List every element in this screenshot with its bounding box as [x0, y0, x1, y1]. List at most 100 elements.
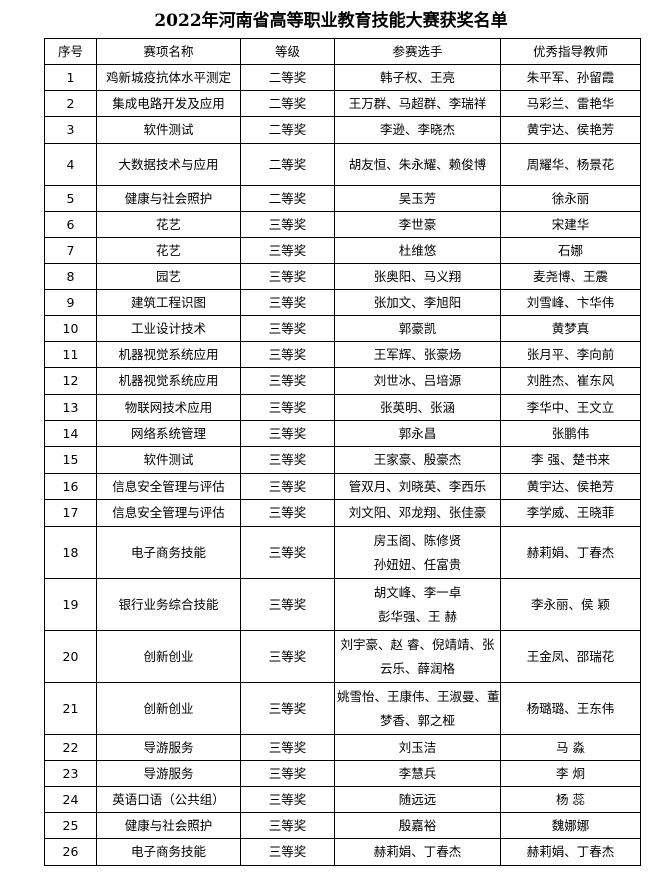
table-row-cell: 花艺: [96, 211, 241, 238]
table-row-cell: 姚雪怡、王康伟、王淑曼、董 梦香、郭之桠: [334, 682, 501, 735]
table-row-cell: 三等奖: [240, 786, 335, 813]
table-row-cell: 23: [44, 760, 97, 787]
table-row-cell: 三等奖: [240, 760, 335, 787]
table-row-cell: 李慧兵: [334, 760, 501, 787]
table-row-cell: 李永丽、侯 颖: [500, 578, 641, 631]
table-row-cell: 三等奖: [240, 578, 335, 631]
cell-line: 彭华强、王 赫: [378, 608, 457, 624]
table-row: 11 机器视觉系统应用 三等奖 王军辉、张豪炀 张月平、李向前: [44, 341, 641, 368]
table-row-cell: 7: [44, 237, 97, 264]
table-row-cell: 电子商务技能: [96, 526, 241, 579]
table-row-cell: 杨璐璐、王东伟: [500, 682, 641, 735]
header-row: 序号 赛项名称 等级 参赛选手 优秀指导教师: [44, 38, 641, 65]
table-row: 4 大数据技术与应用 二等奖 胡友恒、朱永耀、赖俊博 周耀华、杨景花: [44, 143, 641, 186]
table-row-cell: 三等奖: [240, 473, 335, 500]
table-row-cell: 英语口语（公共组）: [96, 786, 241, 813]
table-row-cell: 三等奖: [240, 289, 335, 316]
table-row: 18 电子商务技能 三等奖 房玉阁、陈修贤 孙妞妞、任富贵 赫莉娟、丁春杰: [44, 526, 641, 579]
cell-line: 梦香、郭之桠: [379, 712, 455, 728]
table-row-cell: 24: [44, 786, 97, 813]
table-row-cell: 王家豪、殷豪杰: [334, 446, 501, 474]
table-row-cell: 集成电路开发及应用: [96, 90, 241, 117]
table-row-cell: 朱平军、孙留霞: [500, 64, 641, 91]
table-row-cell: 13: [44, 394, 97, 421]
table-row-cell: 刘宇豪、赵 睿、倪靖靖、张 云乐、薛润格: [334, 630, 501, 683]
table-row-cell: 三等奖: [240, 315, 335, 342]
table-row-cell: 李 强、楚书来: [500, 446, 641, 474]
table-row-cell: 张英明、张涵: [334, 394, 501, 421]
table-row-cell: 网络系统管理: [96, 420, 241, 447]
table-row-cell: 三等奖: [240, 367, 335, 395]
table-row-cell: 6: [44, 211, 97, 238]
table-row-cell: 李逊、李晓杰: [334, 116, 501, 144]
table-row-cell: 郭永昌: [334, 420, 501, 447]
table-row: 12 机器视觉系统应用 三等奖 刘世冰、吕培源 刘胜杰、崔东风: [44, 367, 641, 395]
table-row-cell: 三等奖: [240, 341, 335, 368]
table-row-cell: 刘雪峰、卞华伟: [500, 289, 641, 316]
table-row-cell: 5: [44, 185, 97, 212]
table-row: 17 信息安全管理与评估 三等奖 刘文阳、邓龙翔、张佳豪 李学威、王晓菲: [44, 499, 641, 527]
table-row: 13 物联网技术应用 三等奖 张英明、张涵 李华中、王文立: [44, 394, 641, 421]
table-row-cell: 三等奖: [240, 263, 335, 290]
table-row-cell: 王金凤、邵瑞花: [500, 630, 641, 683]
table-row-cell: 赫莉娟、丁春杰: [500, 838, 641, 866]
table-row: 22 导游服务 三等奖 刘玉洁马 淼: [44, 734, 641, 761]
table-row: 6 花艺 三等奖 李世豪 宋建华: [44, 211, 641, 238]
table-row-cell: 三等奖: [240, 499, 335, 527]
table-row-cell: 杜维悠: [334, 237, 501, 264]
table-row-cell: 管双月、刘晓英、李西乐: [334, 473, 501, 500]
table-row-cell: 银行业务综合技能: [96, 578, 241, 631]
header-row-cell: 等级: [240, 38, 335, 65]
table-row-cell: 健康与社会照护: [96, 812, 241, 839]
table-row: 21 创新创业 三等奖 姚雪怡、王康伟、王淑曼、董 梦香、郭之桠 杨璐璐、王东伟: [44, 682, 641, 735]
table-row-cell: 二等奖: [240, 143, 335, 186]
table-row-cell: 魏娜娜: [500, 812, 641, 839]
table-row: 15 软件测试 三等奖 王家豪、殷豪杰李 强、楚书来: [44, 446, 641, 474]
table-row-cell: 二等奖: [240, 90, 335, 117]
table-row-cell: 16: [44, 473, 97, 500]
table-row-cell: 吴玉芳: [334, 185, 501, 212]
table-row-cell: 石娜: [500, 237, 641, 264]
table-row-cell: 4: [44, 143, 97, 186]
table-row-cell: 胡文峰、李一卓 彭华强、王 赫: [334, 578, 501, 631]
table-row-cell: 李华中、王文立: [500, 394, 641, 421]
table-row-cell: 工业设计技术: [96, 315, 241, 342]
table-row-cell: 麦尧博、王震: [500, 263, 641, 290]
table-row-cell: 大数据技术与应用: [96, 143, 241, 186]
table-row-cell: 三等奖: [240, 812, 335, 839]
table-row-cell: 二等奖: [240, 116, 335, 144]
table-row: 14 网络系统管理 三等奖 郭永昌 张鹏伟: [44, 420, 641, 447]
table-row: 2 集成电路开发及应用 二等奖 王万群、马超群、李瑞祥 马彩兰、雷艳华: [44, 90, 641, 117]
table-row-cell: 王军辉、张豪炀: [334, 341, 501, 368]
table-row-cell: 建筑工程识图: [96, 289, 241, 316]
table-row-cell: 15: [44, 446, 97, 474]
table-row-cell: 三等奖: [240, 734, 335, 761]
table-row-cell: 黄宇达、侯艳芳: [500, 116, 641, 144]
header-row-cell: 赛项名称: [96, 38, 241, 65]
table-row-cell: 导游服务: [96, 760, 241, 787]
table-row-cell: 11: [44, 341, 97, 368]
table-row-cell: 三等奖: [240, 682, 335, 735]
table-row-cell: 三等奖: [240, 394, 335, 421]
table-row-cell: 三等奖: [240, 420, 335, 447]
table-row-cell: 杨 蕊: [500, 786, 641, 813]
table-row: 10 工业设计技术 三等奖 郭豪凯 黄梦真: [44, 315, 641, 342]
table-row-cell: 25: [44, 812, 97, 839]
table-row-cell: 14: [44, 420, 97, 447]
table-row: 19 银行业务综合技能 三等奖 胡文峰、李一卓 彭华强、王 赫李永丽、侯 颖: [44, 578, 641, 631]
table-row: 26 电子商务技能 三等奖 赫莉娟、丁春杰 赫莉娟、丁春杰: [44, 838, 641, 866]
table-row-cell: 软件测试: [96, 116, 241, 144]
table-row-cell: 机器视觉系统应用: [96, 367, 241, 395]
table-row-cell: 赫莉娟、丁春杰: [500, 526, 641, 579]
table-row-cell: 张奥阳、马义翔: [334, 263, 501, 290]
table-row-cell: 2: [44, 90, 97, 117]
table-row-cell: 胡友恒、朱永耀、赖俊博: [334, 143, 501, 186]
table-row-cell: 8: [44, 263, 97, 290]
table-row-cell: 韩子权、王亮: [334, 64, 501, 91]
table-row-cell: 赫莉娟、丁春杰: [334, 838, 501, 866]
header-row-cell: 序号: [44, 38, 97, 65]
table-row: 16 信息安全管理与评估 三等奖 管双月、刘晓英、李西乐 黄宇达、侯艳芳: [44, 473, 641, 500]
table-row-cell: 郭豪凯: [334, 315, 501, 342]
header-row-cell: 优秀指导教师: [500, 38, 641, 65]
